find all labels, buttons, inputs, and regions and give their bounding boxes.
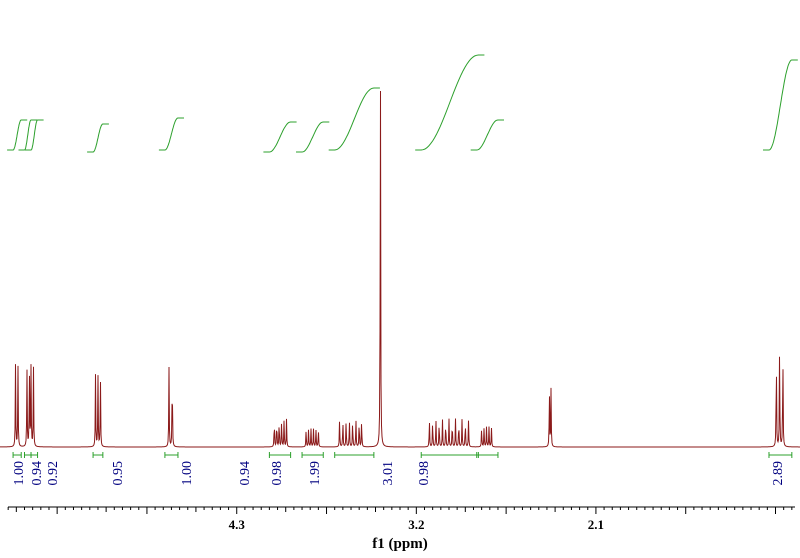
integral-curve-2 (25, 119, 44, 151)
integral-curve-4 (158, 117, 184, 151)
x-axis: 4.3 3.2 2.1 (7, 506, 795, 532)
integral-value-9: 0.98 (417, 461, 432, 486)
integral-value-8: 3.01 (381, 461, 396, 486)
integral-curve-3 (87, 123, 109, 153)
integral-curve-0 (7, 119, 28, 151)
integral-curves (7, 54, 798, 153)
integral-curve-8 (415, 54, 485, 151)
integral-markers: 1.00 0.94 0.92 0.95 1.00 0.94 0.98 1.99 3.01 0.98… (12, 452, 793, 486)
x-tick-label-0: 4.3 (229, 517, 246, 532)
integral-curve-10 (763, 59, 798, 151)
integral-curve-1 (18, 119, 37, 151)
integral-curve-6 (296, 121, 330, 153)
integral-value-3: 0.95 (111, 461, 126, 486)
x-axis-title: f1 (ppm) (372, 536, 427, 552)
integral-value-2: 0.92 (46, 461, 61, 486)
integral-value-5: 0.94 (238, 461, 253, 486)
x-tick-label-2: 2.1 (588, 517, 604, 532)
integral-curve-9 (470, 119, 504, 151)
integral-value-1: 0.94 (30, 461, 45, 486)
integral-curve-7 (328, 87, 380, 151)
spectrum (0, 90, 800, 448)
integral-curve-5 (263, 121, 297, 153)
integral-value-10: 2.89 (771, 461, 786, 486)
integral-value-7: 1.99 (308, 461, 323, 486)
x-tick-label-1: 3.2 (408, 517, 424, 532)
integral-value-0: 1.00 (12, 461, 27, 486)
integral-value-4: 1.00 (180, 461, 195, 486)
integral-value-6: 0.98 (270, 461, 285, 486)
spectrum-trace (0, 90, 800, 448)
